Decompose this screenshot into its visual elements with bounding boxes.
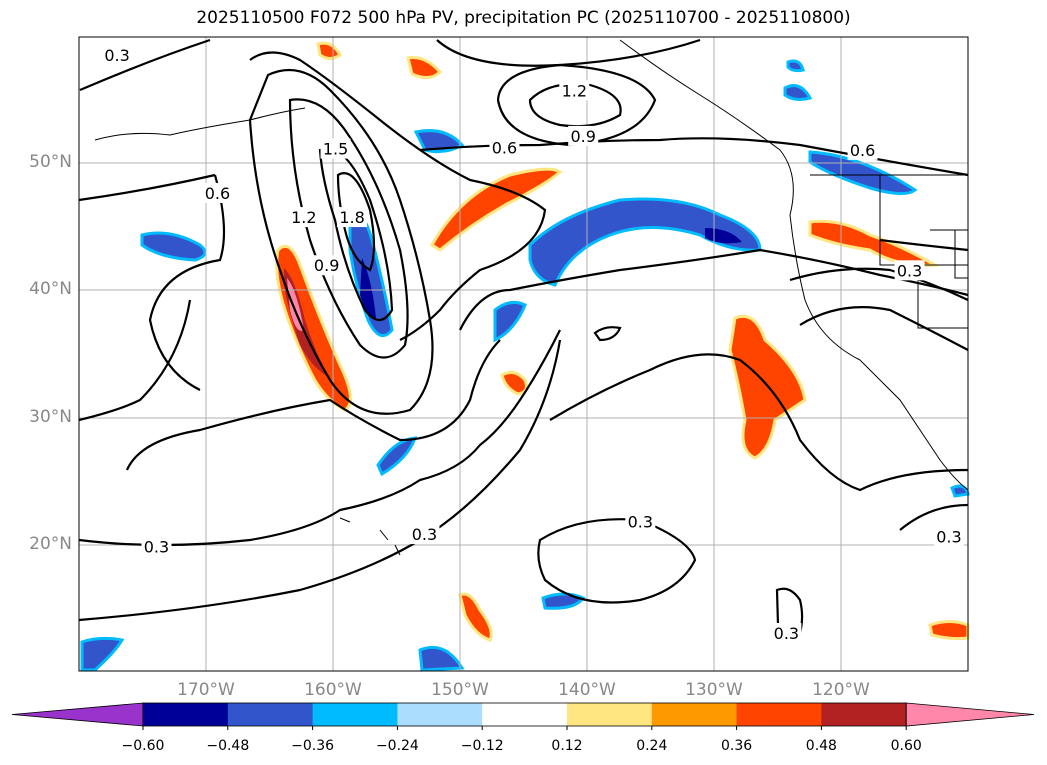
- colorbar-segment: [736, 703, 822, 726]
- contour-label: 0.9: [314, 256, 339, 275]
- pv-contour-labels: 0.3 1.2 0.9 0.6 0.6 1.5 0.6 1.8 1.2 0.9 0.3 0.3 0.3 0…: [102, 44, 964, 643]
- graticule: [79, 37, 968, 671]
- colorbar-segment: [143, 703, 229, 726]
- lon-tick-label: 120°W: [812, 680, 870, 700]
- contour-label-bg: [568, 125, 599, 146]
- contour-label-bg: [311, 255, 342, 276]
- contour-label: 1.5: [323, 140, 348, 159]
- contour-label-bg: [102, 44, 133, 65]
- pv-contours: [78, 38, 969, 643]
- lon-tick-label: 150°W: [431, 680, 489, 700]
- colorbar-tick-label: 0.24: [636, 738, 668, 754]
- colorbar-tick-label: 0.12: [551, 738, 583, 754]
- contour-label: 0.3: [104, 46, 129, 65]
- contour-label-bg: [489, 137, 520, 158]
- lat-tick-label: 20°N: [29, 534, 72, 554]
- map-title: 2025110500 F072 500 hPa PV, precipitatio…: [196, 8, 851, 28]
- contour-label-bg: [337, 207, 368, 228]
- contour-label-bg: [771, 622, 802, 643]
- colorbar-segment: [651, 703, 738, 726]
- contour-label: 1.2: [291, 208, 316, 227]
- colorbar-segment: [821, 703, 907, 726]
- colorbar-tick-label: −0.12: [460, 738, 504, 754]
- colorbar-frame: [142, 702, 907, 727]
- colorbar: [11, 702, 1035, 730]
- contour-label-bg: [409, 524, 440, 545]
- contour-label-bg: [320, 138, 351, 159]
- colorbar-segment: [567, 703, 653, 726]
- precipitation-field: [80, 41, 970, 672]
- lon-tick-label: 170°W: [177, 680, 235, 700]
- colorbar-segment: [397, 703, 483, 726]
- contour-label: 0.3: [628, 512, 653, 531]
- contour-label: 0.6: [205, 184, 230, 203]
- lon-tick-label: 160°W: [304, 680, 362, 700]
- colorbar-tick-label: −0.48: [206, 738, 250, 754]
- colorbar-segment: [227, 703, 314, 726]
- contour-label: 0.6: [850, 141, 875, 160]
- colorbar-extend-low: [11, 702, 144, 727]
- contour-label: 0.3: [144, 538, 169, 557]
- contour-label-bg: [625, 511, 656, 532]
- lat-tick-label: 40°N: [29, 279, 72, 299]
- contour-label: 0.3: [897, 261, 922, 280]
- contour-label-bg: [559, 80, 590, 101]
- colorbar-tick-label: −0.36: [291, 738, 335, 754]
- contour-label: 0.9: [570, 127, 595, 146]
- coastlines: [94, 39, 969, 556]
- contour-label-bg: [933, 526, 964, 547]
- colorbar-tick-label: 0.36: [721, 738, 753, 754]
- lat-tick-label: 30°N: [29, 407, 72, 427]
- contour-label: 0.3: [774, 624, 799, 643]
- colorbar-tick-label: 0.48: [805, 738, 837, 754]
- map-frame: [78, 36, 969, 672]
- colorbar-tick-label: −0.60: [121, 738, 165, 754]
- contour-label-bg: [141, 536, 172, 557]
- contour-label-bg: [202, 182, 233, 203]
- lat-tick-label: 50°N: [29, 152, 72, 172]
- colorbar-segment: [312, 703, 398, 726]
- colorbar-tick-label: 0.60: [890, 738, 922, 754]
- colorbar-segment: [482, 703, 568, 726]
- colorbar-extend-high: [905, 702, 1035, 727]
- contour-label-bg: [288, 207, 319, 228]
- contour-label: 0.3: [412, 525, 437, 544]
- contour-label: 0.3: [936, 528, 961, 547]
- contour-label-bg: [894, 260, 925, 281]
- contour-label: 1.2: [562, 81, 587, 100]
- contour-label: 0.6: [492, 138, 517, 157]
- colorbar-tick-label: −0.24: [375, 738, 419, 754]
- contour-label: 1.8: [339, 208, 364, 227]
- lon-tick-label: 130°W: [685, 680, 743, 700]
- contour-label-bg: [847, 139, 878, 160]
- lon-tick-label: 140°W: [558, 680, 616, 700]
